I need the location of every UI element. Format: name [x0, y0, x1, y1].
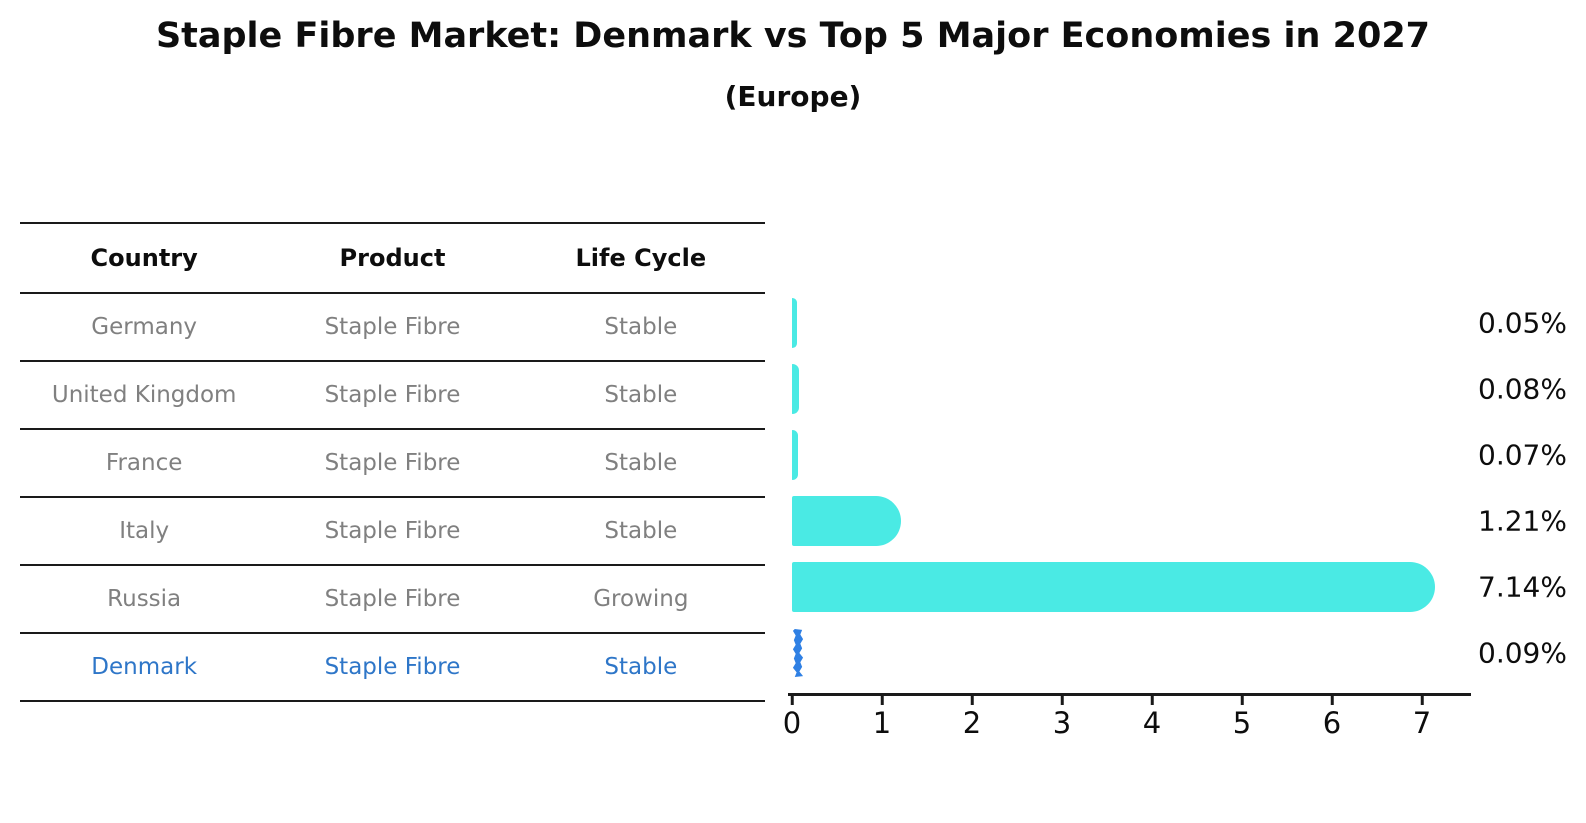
x-tick-1 [880, 694, 884, 705]
x-tick-label-2: 2 [962, 706, 982, 740]
value-label-italy: 1.21% [1478, 504, 1567, 538]
header-lifecycle: Life Cycle [575, 244, 707, 272]
bar-italy [792, 496, 901, 546]
table-row-france: France Staple Fibre Stable [20, 428, 765, 496]
product-cell: Staple Fibre [324, 450, 461, 476]
table-row-denmark: Denmark Staple Fibre Stable [20, 632, 765, 702]
x-axis-line [788, 693, 1471, 696]
x-tick-label-3: 3 [1052, 706, 1072, 740]
x-tick-label-4: 4 [1142, 706, 1162, 740]
header-country: Country [90, 244, 198, 272]
product-cell: Staple Fibre [324, 654, 461, 680]
table-row-united-kingdom: United Kingdom Staple Fibre Stable [20, 360, 765, 428]
chart-title: Staple Fibre Market: Denmark vs Top 5 Ma… [155, 16, 1431, 56]
x-tick-5 [1240, 694, 1244, 705]
country-cell: Italy [119, 518, 170, 544]
product-cell: Staple Fibre [324, 586, 461, 612]
bar-russia [792, 562, 1435, 612]
product-cell: Staple Fibre [324, 382, 461, 408]
lifecycle-cell: Stable [604, 450, 678, 476]
header-product: Product [339, 244, 446, 272]
table-row-italy: Italy Staple Fibre Stable [20, 496, 765, 564]
bar-denmark-sketch [792, 629, 804, 677]
x-tick-label-5: 5 [1232, 706, 1252, 740]
x-tick-2 [970, 694, 974, 705]
table-row-russia: Russia Staple Fibre Growing [20, 564, 765, 632]
value-label-united-kingdom: 0.08% [1478, 372, 1567, 406]
bar-united-kingdom [792, 364, 800, 414]
x-tick-7 [1420, 694, 1424, 705]
country-table: Country Product Life Cycle Germany Stapl… [20, 222, 765, 702]
bar-france [792, 430, 799, 480]
x-tick-label-1: 1 [872, 706, 892, 740]
country-cell: France [105, 450, 183, 476]
value-label-germany: 0.05% [1478, 306, 1567, 340]
table-header-row: Country Product Life Cycle [20, 222, 765, 292]
lifecycle-cell: Stable [604, 654, 678, 680]
x-tick-label-7: 7 [1412, 706, 1432, 740]
table-row-germany: Germany Staple Fibre Stable [20, 292, 765, 360]
lifecycle-cell: Stable [604, 314, 678, 340]
country-cell: Denmark [91, 654, 198, 680]
chart-subtitle: (Europe) [724, 80, 862, 113]
lifecycle-cell: Stable [604, 382, 678, 408]
x-tick-0 [790, 694, 794, 705]
value-label-france: 0.07% [1478, 438, 1567, 472]
country-cell: United Kingdom [51, 382, 237, 408]
value-label-denmark: 0.09% [1478, 636, 1567, 670]
x-tick-4 [1150, 694, 1154, 705]
country-cell: Russia [107, 586, 182, 612]
product-cell: Staple Fibre [324, 314, 461, 340]
lifecycle-cell: Growing [593, 586, 689, 612]
x-tick-6 [1330, 694, 1334, 705]
bar-germany [792, 298, 797, 348]
lifecycle-cell: Stable [604, 518, 678, 544]
product-cell: Staple Fibre [324, 518, 461, 544]
value-label-russia: 7.14% [1478, 570, 1567, 604]
x-tick-3 [1060, 694, 1064, 705]
x-tick-label-0: 0 [782, 706, 802, 740]
country-cell: Germany [91, 314, 198, 340]
x-tick-label-6: 6 [1322, 706, 1342, 740]
